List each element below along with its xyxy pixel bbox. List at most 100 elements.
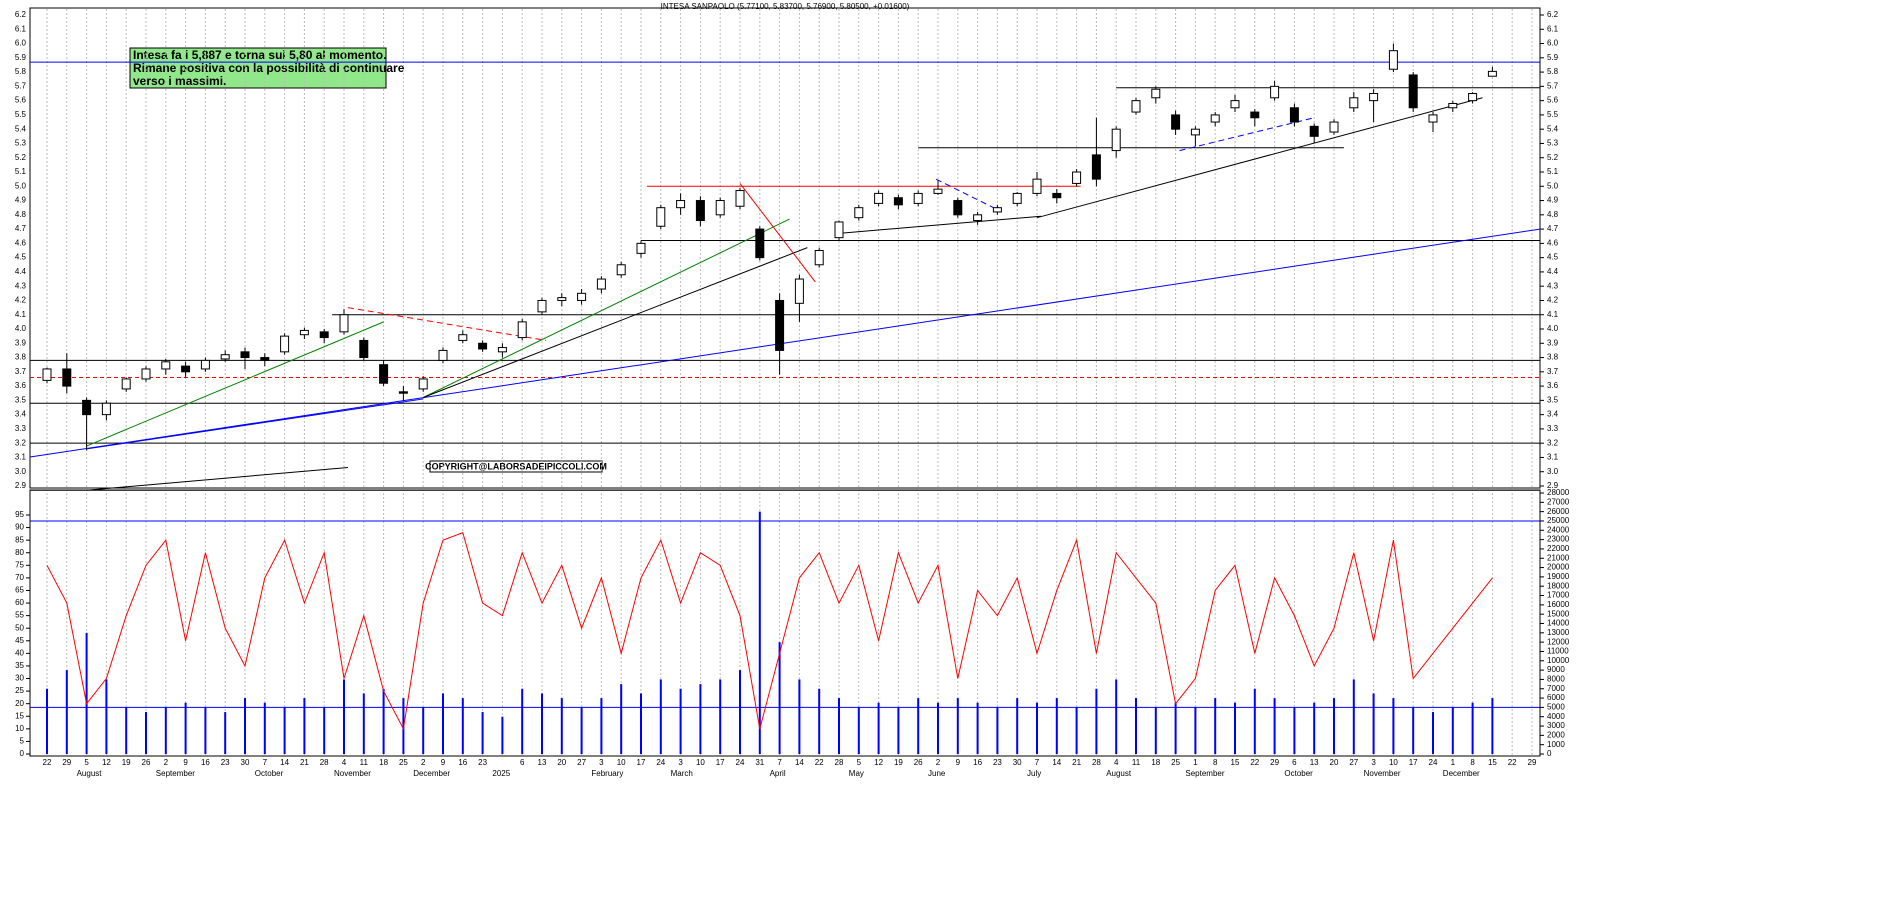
- month-label: July: [1027, 769, 1041, 778]
- candle-body: [220, 354, 230, 360]
- candle-body: [1468, 93, 1478, 102]
- candle-body: [339, 314, 349, 333]
- y-tick-label: 6.2: [1547, 10, 1559, 19]
- volume-bar: [897, 707, 900, 754]
- y2-tick-label: 0: [1547, 749, 1552, 758]
- candle-body: [834, 221, 844, 239]
- x-tick-label: 10: [617, 758, 626, 767]
- candle-body: [735, 190, 745, 207]
- y-tick-label: 3.7: [1547, 367, 1559, 376]
- y-tick-label: 3.8: [1547, 353, 1559, 362]
- candle-body: [1111, 128, 1121, 152]
- y2-tick-label: 17000: [1547, 591, 1570, 600]
- y-tick-label: 4.9: [1547, 196, 1559, 205]
- y-tick-label: 3.0: [1547, 467, 1559, 476]
- volume-bar: [1491, 698, 1494, 754]
- y2-tick-label: 19000: [1547, 572, 1570, 581]
- y-tick-label: 3.6: [1547, 381, 1559, 390]
- y-tick-label: 4.1: [1547, 310, 1559, 319]
- trend-line: [86, 321, 384, 447]
- candle-body: [1369, 93, 1379, 102]
- y-tick-label: 4.5: [15, 253, 27, 262]
- x-tick-label: 2: [164, 758, 169, 767]
- volume-bar: [580, 707, 583, 754]
- y2-tick-label: 24000: [1547, 525, 1570, 534]
- candle-body: [1329, 121, 1339, 133]
- y2-tick-label: 13000: [1547, 628, 1570, 637]
- y-tick-label: 4.4: [1547, 267, 1559, 276]
- y-tick-label: 3.6: [15, 381, 27, 390]
- candle-body: [299, 329, 309, 336]
- candle-body: [1210, 114, 1220, 123]
- y-tick-label: 3.9: [1547, 338, 1559, 347]
- candle-body: [953, 200, 963, 216]
- volume-bar: [1392, 698, 1395, 754]
- volume-bar: [560, 698, 563, 754]
- candle-body: [1032, 178, 1042, 194]
- y2-tick-label: 22000: [1547, 544, 1570, 553]
- volume-bar: [1036, 702, 1038, 754]
- month-label: February: [591, 769, 623, 778]
- x-tick-label: 1: [1451, 758, 1456, 767]
- y-tick-label: 4.6: [1547, 238, 1559, 247]
- x-tick-label: 6: [520, 758, 525, 767]
- volume-bar: [85, 632, 88, 754]
- candle-body: [438, 349, 448, 361]
- x-tick-label: 14: [795, 758, 804, 767]
- y-tick-label: 3.1: [15, 453, 27, 462]
- candle-body: [517, 321, 527, 339]
- candle-body: [121, 378, 131, 390]
- x-tick-label: 20: [557, 758, 566, 767]
- candle-body: [616, 264, 626, 276]
- y2-tick-label: 11000: [1547, 647, 1569, 656]
- y-tick-label: 30: [15, 674, 24, 683]
- trend-line: [739, 183, 816, 283]
- candle-body: [1230, 100, 1240, 109]
- candle-body: [992, 207, 1002, 213]
- volume-bar: [164, 707, 167, 754]
- candle-body: [1151, 88, 1161, 99]
- month-label: October: [1284, 769, 1313, 778]
- y2-tick-label: 20000: [1547, 563, 1570, 572]
- candle-body: [418, 378, 428, 390]
- x-tick-label: 24: [656, 758, 665, 767]
- candle-body: [1052, 192, 1062, 199]
- y-tick-label: 4.3: [15, 281, 27, 290]
- x-tick-label: 21: [300, 758, 309, 767]
- candle-body: [359, 339, 369, 359]
- volume-bar: [1075, 707, 1078, 754]
- candle-body: [913, 192, 923, 204]
- x-tick-label: 16: [201, 758, 210, 767]
- x-tick-label: 28: [320, 758, 329, 767]
- trend-line: [1179, 117, 1315, 152]
- x-tick-label: 28: [835, 758, 844, 767]
- candle-body: [1072, 171, 1082, 184]
- y-tick-label: 4.5: [1547, 253, 1559, 262]
- volume-bar: [1273, 698, 1276, 754]
- y-tick-label: 5.2: [1547, 153, 1559, 162]
- y2-tick-label: 7000: [1547, 684, 1565, 693]
- y-tick-label: 3.5: [1547, 395, 1559, 404]
- y-tick-label: 5.3: [15, 139, 27, 148]
- y-tick-label: 90: [15, 523, 24, 532]
- y-tick-label: 6.0: [15, 39, 27, 48]
- candle-body: [695, 200, 705, 222]
- volume-bar: [461, 698, 464, 754]
- y-tick-label: 4.4: [15, 267, 27, 276]
- candle-body: [794, 278, 804, 304]
- candle-body: [1131, 100, 1141, 113]
- trend-line: [86, 398, 424, 450]
- x-tick-label: 16: [973, 758, 982, 767]
- x-tick-label: 19: [122, 758, 131, 767]
- candle-body: [1448, 102, 1458, 109]
- candle-body: [537, 299, 547, 313]
- volume-bar: [541, 693, 543, 754]
- x-tick-label: 29: [1528, 758, 1537, 767]
- month-label: November: [334, 769, 371, 778]
- x-tick-label: 23: [221, 758, 230, 767]
- volume-bar: [442, 693, 444, 754]
- x-tick-label: 14: [1052, 758, 1061, 767]
- month-label: May: [849, 769, 864, 778]
- trend-line: [86, 466, 349, 491]
- trend-line: [347, 307, 547, 341]
